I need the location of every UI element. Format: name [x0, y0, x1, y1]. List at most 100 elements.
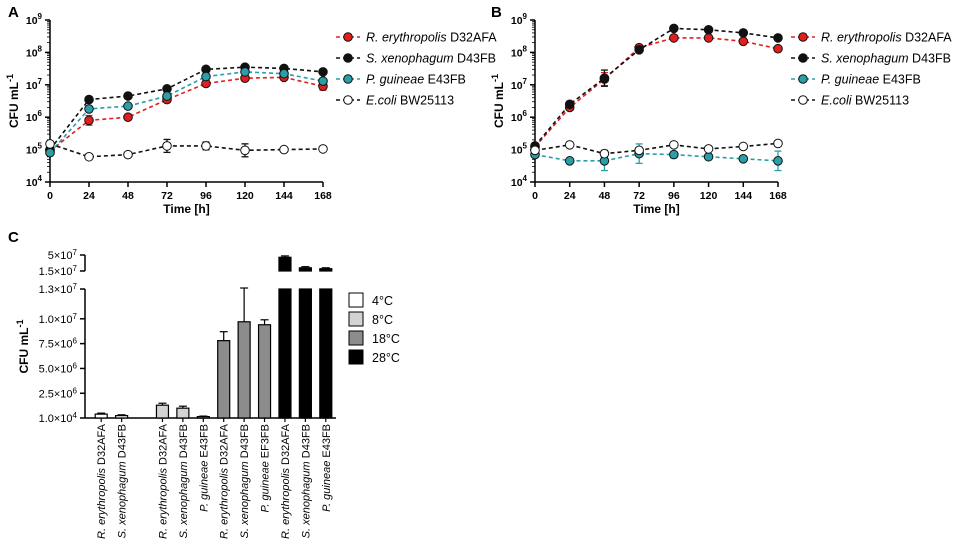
y-tick-label: 107	[511, 77, 528, 92]
legend-label: 18°C	[372, 332, 400, 346]
x-tick-label: 24	[83, 190, 95, 202]
panel-label: A	[8, 4, 19, 21]
x-tick-label: 48	[599, 190, 611, 202]
y-tick-label: 106	[511, 109, 528, 124]
y-tick-label: 108	[26, 44, 43, 59]
data-point	[669, 140, 679, 150]
x-tick-label: 72	[633, 190, 645, 202]
data-point	[703, 144, 714, 154]
series-line	[534, 152, 779, 162]
y-tick-label: 2.5×106	[39, 386, 78, 400]
data-point	[45, 139, 55, 149]
legend-marker	[798, 32, 808, 42]
category-label: R. erythropolis D32AFA	[96, 423, 108, 539]
y-tick-label: 1.0×107	[39, 312, 78, 326]
bar-upper	[298, 267, 312, 272]
bar	[196, 416, 210, 419]
bar	[298, 288, 312, 419]
data-point	[773, 156, 783, 166]
data-point	[738, 141, 749, 152]
series-line	[534, 37, 779, 148]
data-point	[773, 33, 783, 43]
y-tick-label: 1.3×107	[39, 282, 78, 296]
category-label: P. guineae E43FB	[321, 424, 333, 512]
y-tick-label: 109	[26, 12, 43, 27]
y-tick-label: 104	[26, 174, 43, 189]
data-point	[634, 45, 644, 55]
x-tick-label: 120	[700, 190, 718, 202]
y-tick-label: 109	[511, 12, 528, 27]
data-point	[123, 112, 133, 122]
category-label: R. erythropolis D32AFA	[219, 423, 231, 539]
legend-label: S. xenophagum D43FB	[821, 52, 951, 66]
bar	[155, 404, 170, 419]
x-tick-label: 0	[532, 190, 538, 202]
category-label: S. xenophagum D43FB	[239, 424, 251, 538]
data-point	[669, 33, 679, 43]
x-tick-label: 72	[161, 190, 173, 202]
data-point	[84, 94, 94, 105]
data-point	[201, 141, 211, 151]
y-tick-label: 1.5×107	[39, 264, 78, 278]
panel-label: B	[491, 4, 502, 21]
data-point	[738, 154, 749, 164]
x-axis-title: Time [h]	[163, 202, 209, 216]
data-point	[84, 104, 94, 114]
data-point	[123, 149, 133, 160]
legend-label: P. guineae E43FB	[821, 73, 921, 87]
y-tick-label: 5×107	[48, 248, 78, 262]
data-point	[773, 138, 783, 149]
legend-swatch	[348, 330, 364, 346]
legend-label: 28°C	[372, 351, 400, 365]
legend-marker	[343, 32, 353, 42]
series-line	[534, 142, 779, 155]
category-label: P. guineae E43FB	[198, 424, 210, 512]
y-tick-label: 107	[26, 77, 43, 92]
data-point	[45, 147, 55, 158]
y-tick-label: 104	[511, 174, 528, 189]
panel-a: A 104 105 106 107 108 109 0 24 48 72 96 120 144 168 Tim…	[5, 4, 497, 216]
panel-label: C	[8, 229, 19, 246]
data-point	[530, 145, 540, 156]
bar-upper	[278, 256, 292, 272]
bar	[217, 340, 231, 419]
x-tick-label: 24	[564, 190, 576, 202]
x-tick-label: 120	[236, 190, 254, 202]
bar	[176, 407, 190, 419]
data-point	[564, 99, 575, 110]
y-tick-label: 105	[26, 142, 43, 157]
legend-marker	[798, 95, 808, 105]
legend-label: E.coli BW25113	[821, 94, 909, 108]
category-label: R. erythropolis D32AFA	[157, 423, 169, 539]
series-line	[49, 66, 324, 151]
panel-c: C 1.0×104 2.5×106 5.0×106 7.5×106 1.0×107 1.3×…	[8, 229, 400, 539]
legend-label: P. guineae E43FB	[366, 73, 466, 87]
data-point	[201, 71, 211, 82]
series-line	[49, 71, 324, 154]
x-tick-label: 48	[122, 190, 134, 202]
legend-label: S. xenophagum D43FB	[366, 52, 496, 66]
data-point	[84, 115, 94, 126]
legend-label: 4°C	[372, 294, 393, 308]
x-tick-label: 0	[47, 190, 53, 202]
bar-upper	[319, 268, 333, 272]
x-axis-title: Time [h]	[633, 202, 679, 216]
x-tick-label: 144	[275, 190, 293, 202]
legend-marker	[798, 53, 808, 63]
data-point	[162, 91, 172, 101]
x-tick-label: 96	[200, 190, 212, 202]
y-tick-label: 108	[511, 44, 528, 59]
bar	[115, 415, 129, 419]
data-point	[84, 151, 94, 162]
y-tick-label: 5.0×106	[39, 361, 78, 375]
data-point	[240, 145, 250, 156]
y-tick-label: 106	[26, 109, 43, 124]
data-point	[123, 101, 133, 111]
legend-marker	[343, 53, 353, 63]
data-point	[669, 23, 679, 34]
x-tick-label: 96	[668, 190, 680, 202]
bar	[319, 288, 333, 419]
data-point	[669, 149, 679, 160]
legend-swatch	[348, 311, 364, 327]
